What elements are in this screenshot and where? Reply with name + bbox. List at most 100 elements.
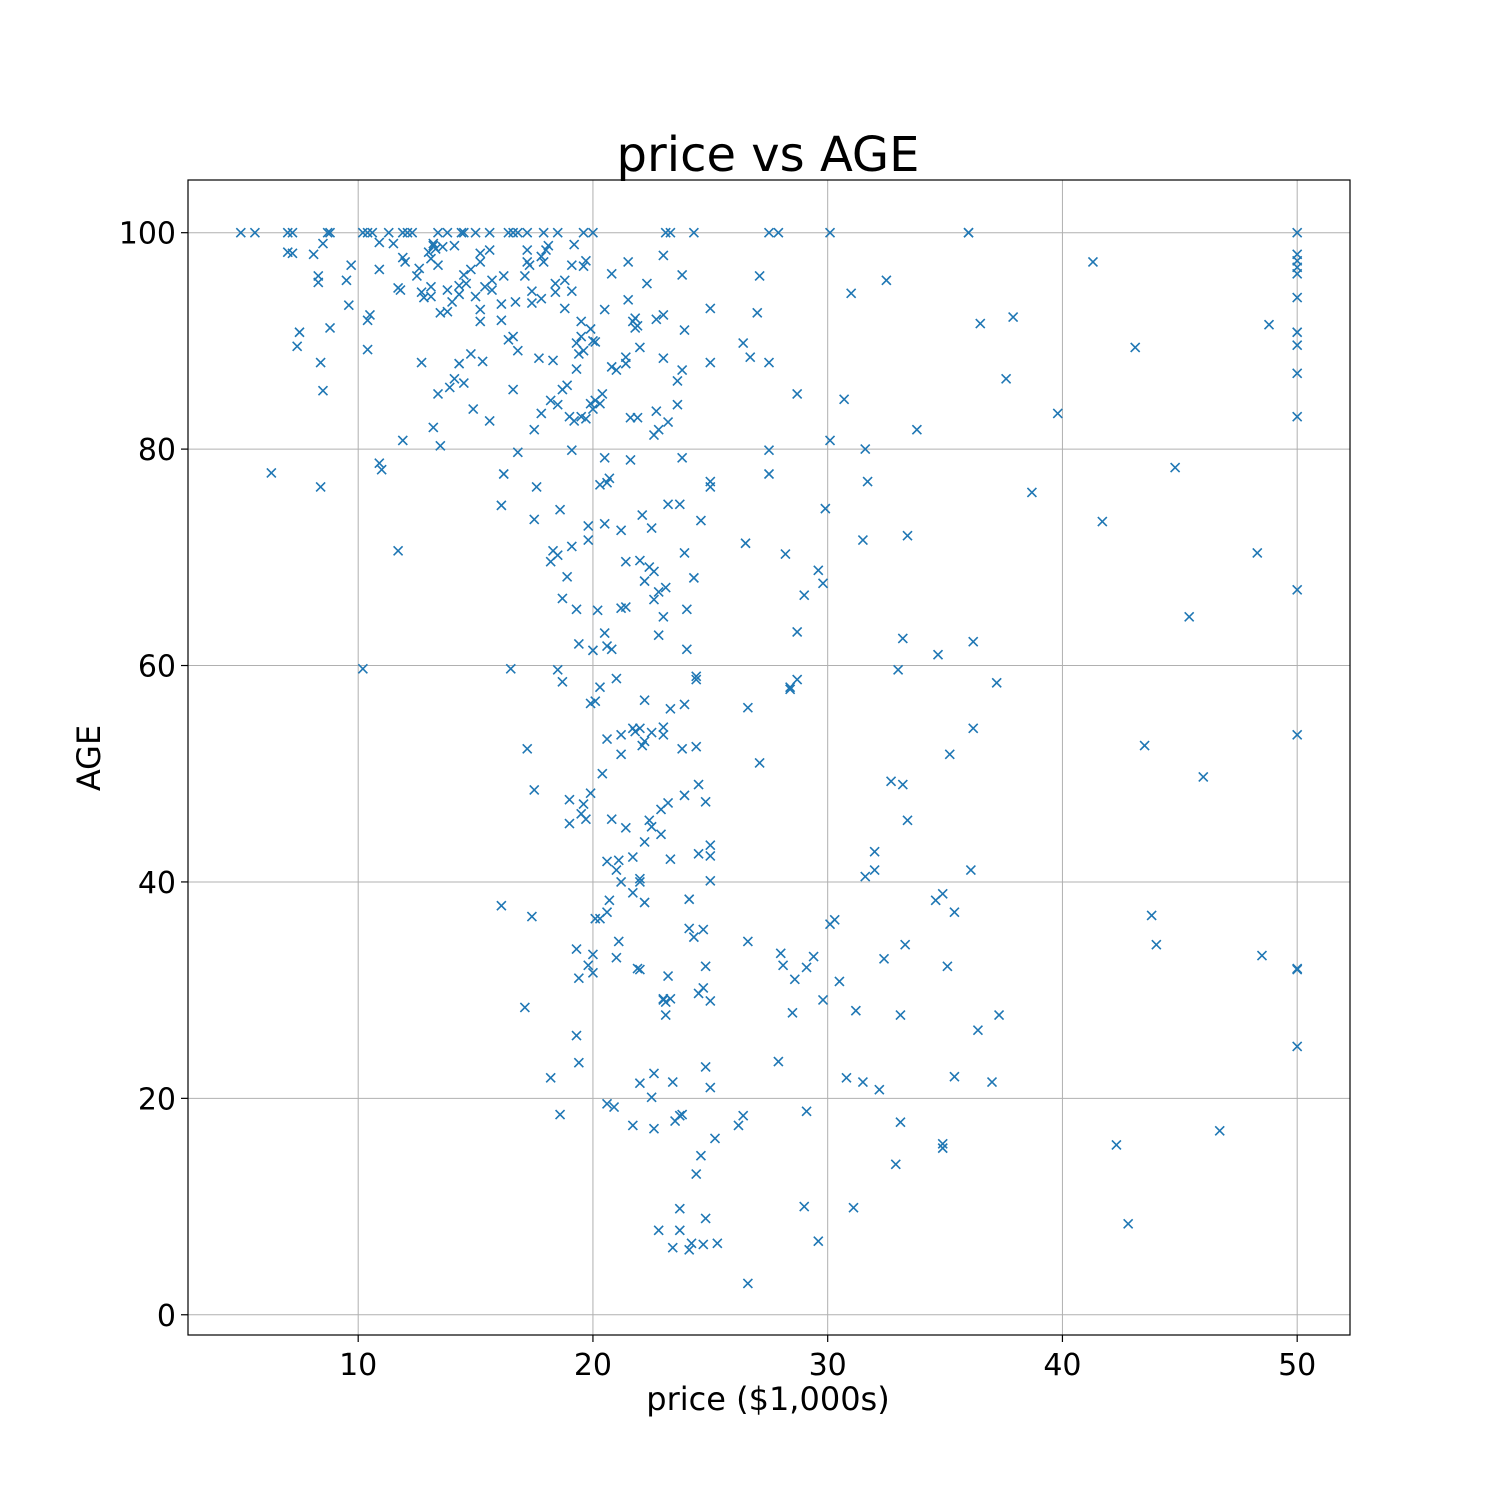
data-point: [475, 316, 486, 327]
data-point: [428, 422, 439, 433]
data-point: [512, 447, 523, 458]
data-point: [700, 1213, 711, 1224]
data-point: [545, 395, 556, 406]
data-point: [601, 1098, 613, 1109]
data-point: [932, 649, 944, 660]
data-point: [937, 888, 948, 899]
data-point: [792, 626, 803, 638]
data-point: [313, 270, 324, 282]
data-point: [458, 227, 469, 238]
data-point: [1097, 516, 1108, 527]
data-point: [362, 227, 373, 238]
data-point: [648, 1068, 660, 1079]
data-point: [594, 479, 606, 490]
x-tick-label: 10: [339, 1348, 377, 1383]
data-point: [590, 336, 601, 348]
data-point: [587, 967, 599, 978]
data-point: [839, 394, 850, 405]
data-point: [742, 702, 753, 713]
data-point: [580, 814, 591, 825]
data-point: [587, 335, 599, 346]
data-point: [754, 270, 765, 282]
y-tick-label: 60: [138, 650, 176, 685]
data-point: [322, 227, 333, 238]
data-point: [848, 1202, 859, 1213]
data-point: [662, 416, 674, 428]
data-point: [616, 729, 627, 740]
data-point: [684, 894, 695, 905]
data-point: [944, 749, 955, 760]
data-point: [484, 244, 495, 256]
data-point: [672, 399, 683, 410]
data-point: [435, 440, 446, 451]
data-point: [402, 227, 413, 238]
data-point: [374, 237, 385, 248]
data-point: [975, 318, 986, 329]
data-point: [700, 961, 711, 972]
data-point: [674, 1203, 685, 1214]
data-point: [658, 309, 669, 320]
data-point: [660, 227, 671, 238]
data-point: [524, 260, 535, 271]
data-point: [498, 468, 509, 480]
data-point: [620, 556, 631, 567]
data-point: [573, 1057, 584, 1068]
grid-layer: [188, 180, 1350, 1335]
data-point: [376, 464, 387, 475]
data-point: [526, 286, 537, 297]
data-point: [648, 1123, 660, 1134]
data-point: [897, 633, 908, 644]
data-point: [496, 900, 507, 911]
data-point: [566, 260, 577, 271]
data-point: [679, 325, 690, 336]
data-point: [505, 663, 516, 674]
data-point: [634, 964, 645, 975]
data-point: [662, 797, 674, 809]
data-point: [639, 836, 650, 847]
data-point: [287, 227, 298, 238]
data-point: [691, 741, 702, 752]
x-tick-label: 30: [809, 1348, 847, 1383]
data-point: [677, 269, 688, 280]
data-point: [486, 275, 498, 286]
data-point: [665, 227, 676, 238]
data-point: [599, 452, 610, 463]
data-point: [709, 1133, 721, 1144]
data-point: [587, 645, 599, 656]
data-point: [886, 776, 897, 787]
data-point: [881, 275, 892, 286]
data-point: [416, 287, 427, 298]
data-point: [639, 576, 650, 587]
data-point: [968, 636, 979, 647]
data-point: [787, 1007, 798, 1018]
data-point: [616, 749, 627, 760]
data-point: [1292, 584, 1303, 595]
data-point: [587, 227, 599, 238]
data-point: [679, 547, 690, 559]
data-point: [665, 703, 676, 714]
data-point: [425, 291, 437, 302]
data-point: [660, 996, 671, 1008]
data-point: [543, 240, 554, 251]
data-point: [862, 476, 873, 487]
data-point: [594, 682, 606, 693]
data-point: [604, 895, 615, 906]
data-point: [1123, 1218, 1134, 1229]
data-point: [677, 452, 688, 463]
data-point: [496, 299, 507, 310]
data-point: [691, 671, 702, 682]
data-point: [315, 357, 326, 368]
data-point: [660, 582, 671, 593]
data-point: [700, 1061, 711, 1073]
data-point: [634, 342, 645, 353]
data-point: [613, 936, 624, 947]
data-point: [470, 227, 481, 238]
data-point: [648, 566, 660, 577]
y-tick-label: 20: [138, 1082, 176, 1117]
data-point: [627, 1120, 638, 1131]
data-point: [1087, 256, 1099, 267]
data-point: [705, 850, 716, 862]
data-point: [590, 696, 601, 707]
data-point: [573, 973, 584, 984]
data-point: [393, 545, 404, 556]
